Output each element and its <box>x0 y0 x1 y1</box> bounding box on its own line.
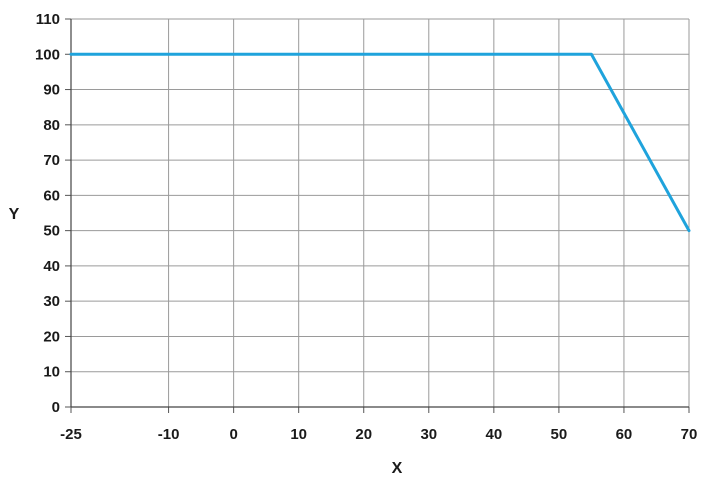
y-tick-label: 70 <box>43 152 60 169</box>
x-tick-label: 60 <box>616 426 633 443</box>
x-tick-label: 30 <box>420 426 437 443</box>
y-tick-label: 60 <box>43 187 60 204</box>
x-tick-label: 40 <box>485 426 502 443</box>
grid <box>70 18 690 408</box>
x-tick-label: 20 <box>355 426 372 443</box>
x-tick-label: 0 <box>229 426 237 443</box>
series-layer <box>69 52 691 233</box>
series-line <box>69 52 691 233</box>
y-axis-title: Y <box>9 206 20 223</box>
y-tick-label: 100 <box>35 46 60 63</box>
y-tick-label: 90 <box>43 82 60 99</box>
x-tick-label: -25 <box>60 426 82 443</box>
x-tick-label: 10 <box>290 426 307 443</box>
y-tick-label: 40 <box>43 258 60 275</box>
y-tick-label: 0 <box>52 399 60 416</box>
x-tick-labels: -25 -10 0 10 20 30 40 50 60 70 <box>60 426 697 443</box>
y-tick-label: 50 <box>43 223 60 240</box>
axes <box>65 18 690 413</box>
x-tick-label: 70 <box>681 426 698 443</box>
y-tick-label: 110 <box>36 11 60 28</box>
x-axis-title: X <box>392 460 403 477</box>
y-tick-label: 20 <box>43 328 60 345</box>
y-tick-label: 30 <box>43 293 60 310</box>
y-tick-label: 10 <box>43 364 60 381</box>
y-tick-labels: 0 10 20 30 40 50 60 70 80 90 100 110 <box>35 11 60 416</box>
x-tick-label: -10 <box>158 426 180 443</box>
y-tick-label: 80 <box>43 117 60 134</box>
x-tick-label: 50 <box>551 426 568 443</box>
